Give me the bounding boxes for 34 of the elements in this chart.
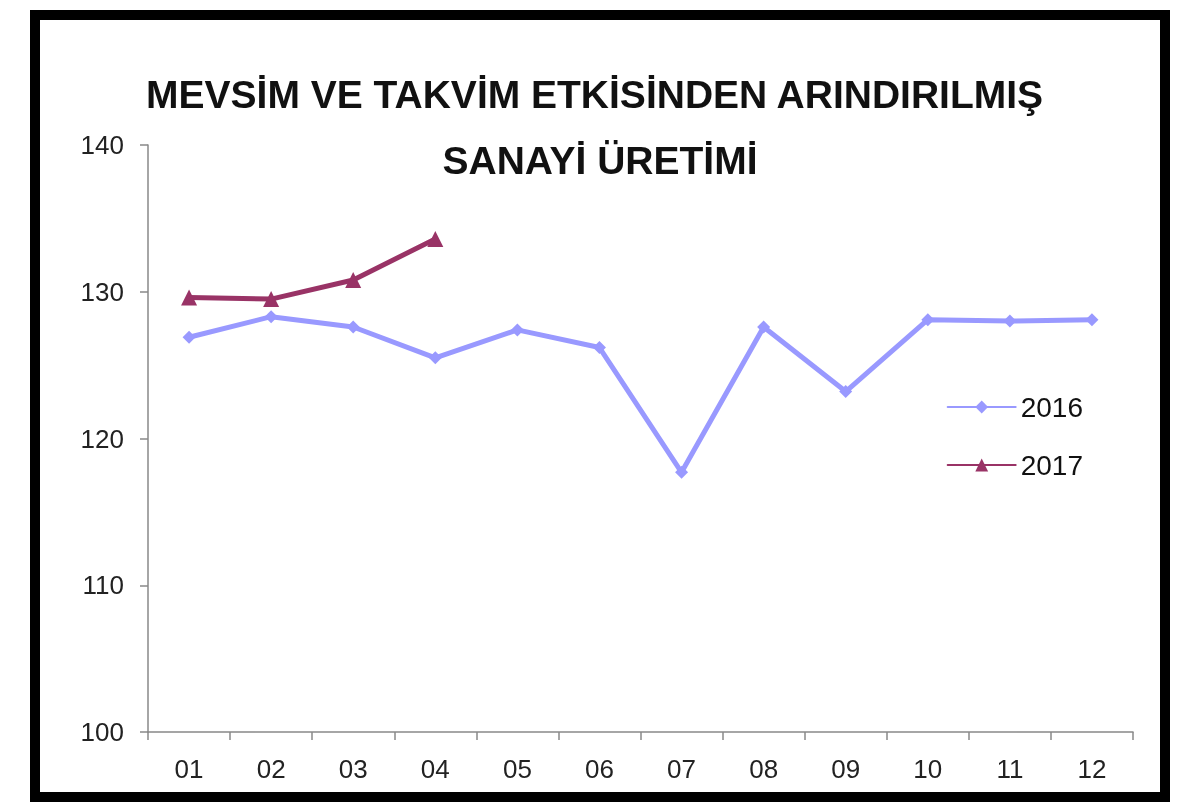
x-tick-label: 06 (585, 754, 614, 784)
point (510, 323, 524, 337)
x-tick-label: 05 (502, 754, 532, 784)
y-tick-label: 130 (80, 276, 124, 307)
point (427, 230, 444, 247)
x-tick-label: 12 (1077, 754, 1107, 784)
x-tick-label: 02 (256, 754, 286, 784)
x-tick-label: 03 (338, 754, 368, 784)
point (757, 320, 771, 334)
x-tick-label: 01 (174, 754, 204, 784)
point (675, 465, 689, 479)
legend-label: 2016 (1020, 391, 1084, 423)
x-tick-label: 09 (831, 754, 861, 784)
x-tick-label: 07 (667, 754, 696, 784)
point (182, 330, 196, 344)
point (428, 351, 442, 365)
x-tick-label: 10 (913, 754, 943, 784)
x-tick-label: 08 (749, 754, 779, 784)
y-tick-label: 110 (82, 570, 124, 601)
y-tick-label: 120 (80, 423, 124, 454)
point (592, 341, 606, 355)
point (264, 310, 278, 324)
point (839, 385, 853, 399)
x-tick-label: 04 (420, 754, 450, 784)
point (263, 291, 280, 308)
legend-label: 2017 (1020, 449, 1084, 481)
point (345, 272, 362, 289)
x-tick-label: 11 (996, 754, 1024, 784)
y-tick-label: 140 (80, 130, 124, 160)
chart-title: MEVSİM VE TAKVİM ETKİSİNDEN ARINDIRILMIŞ SANAYİ ÜRETİMİ (146, 72, 1054, 182)
point (181, 289, 198, 306)
point (1085, 313, 1099, 327)
point (921, 313, 935, 327)
y-tick-label: 100 (80, 717, 124, 747)
